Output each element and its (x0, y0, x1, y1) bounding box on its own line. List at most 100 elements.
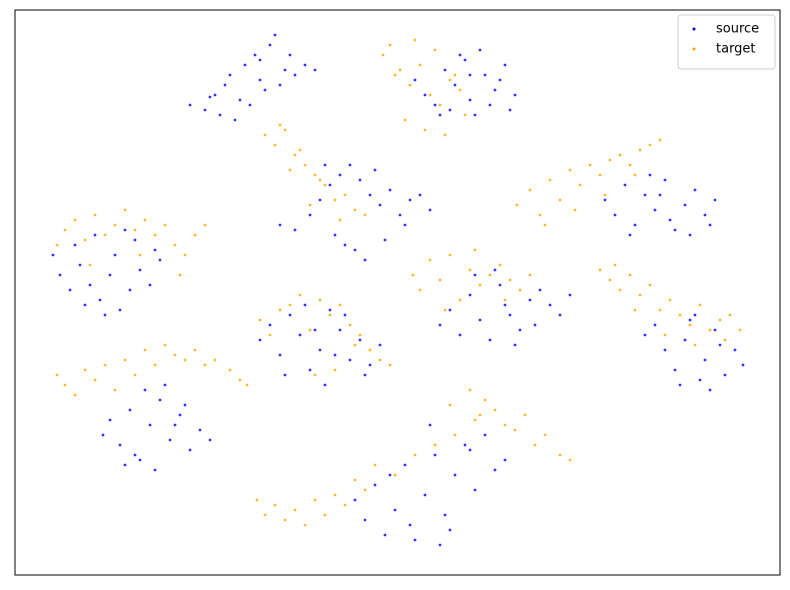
point (278, 83, 282, 87)
point (263, 133, 267, 137)
point (228, 73, 232, 77)
point (473, 273, 477, 277)
point (343, 313, 347, 317)
point (558, 313, 562, 317)
point (381, 53, 385, 57)
point (58, 273, 62, 277)
point (143, 348, 147, 352)
legend-marker (692, 27, 696, 31)
point (383, 533, 387, 537)
point (258, 58, 262, 62)
point (448, 403, 452, 407)
point (138, 253, 142, 257)
point (723, 373, 727, 377)
point (468, 293, 472, 297)
point (248, 103, 252, 107)
point (688, 318, 692, 322)
point (278, 353, 282, 357)
point (513, 93, 517, 97)
point (713, 198, 717, 202)
point (738, 328, 742, 332)
point (428, 258, 432, 262)
point (503, 458, 507, 462)
point (403, 463, 407, 467)
point (408, 523, 412, 527)
point (245, 383, 249, 387)
point (113, 388, 117, 392)
point (283, 128, 287, 132)
point (418, 193, 422, 197)
point (463, 113, 467, 117)
point (413, 78, 417, 82)
point (358, 338, 362, 342)
point (708, 223, 712, 227)
point (313, 498, 317, 502)
point (463, 58, 467, 62)
point (503, 303, 507, 307)
point (503, 423, 507, 427)
point (688, 233, 692, 237)
point (628, 233, 632, 237)
point (368, 363, 372, 367)
point (528, 188, 532, 192)
point (258, 338, 262, 342)
point (473, 418, 477, 422)
point (633, 223, 637, 227)
point (653, 208, 657, 212)
point (418, 63, 422, 67)
point (328, 308, 332, 312)
point (713, 328, 717, 332)
point (193, 348, 197, 352)
point (363, 373, 367, 377)
point (308, 328, 312, 332)
point (473, 488, 477, 492)
point (438, 543, 442, 547)
point (668, 218, 672, 222)
point (133, 238, 137, 242)
point (188, 448, 192, 452)
point (323, 183, 327, 187)
point (93, 233, 97, 237)
point (518, 288, 522, 292)
point (213, 358, 217, 362)
point (628, 163, 632, 167)
point (308, 203, 312, 207)
point (613, 213, 617, 217)
point (158, 258, 162, 262)
point (648, 173, 652, 177)
point (333, 493, 337, 497)
point (488, 273, 492, 277)
point (223, 83, 227, 87)
point (353, 208, 357, 212)
point (388, 188, 392, 192)
point (468, 73, 472, 77)
point (683, 203, 687, 207)
point (163, 223, 167, 227)
point (168, 438, 172, 442)
point (268, 333, 272, 337)
point (128, 408, 132, 412)
point (468, 388, 472, 392)
point (618, 288, 622, 292)
point (473, 113, 477, 117)
point (208, 95, 212, 99)
point (388, 363, 392, 367)
point (693, 343, 697, 347)
point (438, 113, 442, 117)
point (493, 468, 497, 472)
point (678, 313, 682, 317)
point (318, 298, 322, 302)
point (298, 333, 302, 337)
point (273, 503, 277, 507)
point (298, 148, 302, 152)
point (153, 468, 157, 472)
point (538, 213, 542, 217)
point (483, 398, 487, 402)
point (718, 343, 722, 347)
point (558, 198, 562, 202)
point (288, 168, 292, 172)
point (333, 198, 337, 202)
point (258, 318, 262, 322)
point (293, 508, 297, 512)
point (458, 333, 462, 337)
